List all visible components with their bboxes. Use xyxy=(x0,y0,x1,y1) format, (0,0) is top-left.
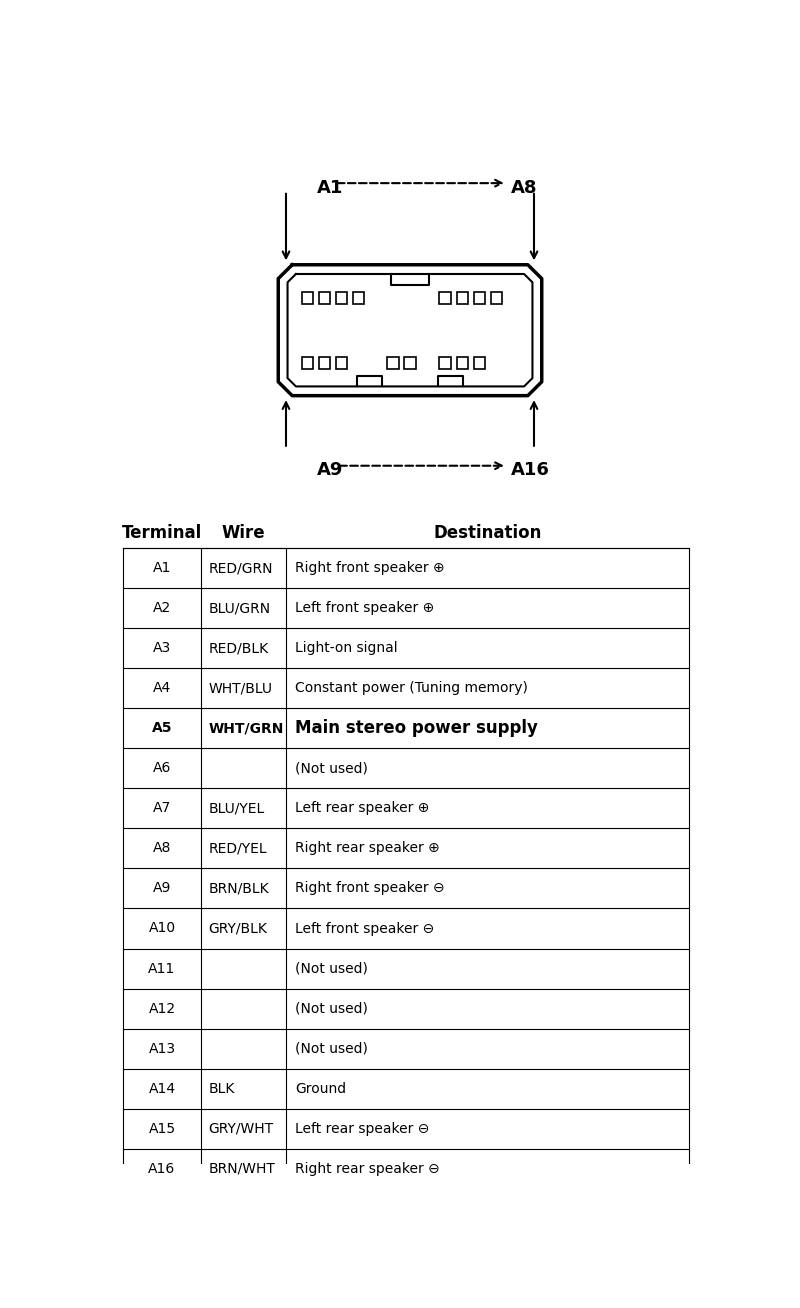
Text: GRY/WHT: GRY/WHT xyxy=(209,1122,274,1135)
Text: Light-on signal: Light-on signal xyxy=(295,641,398,655)
Text: WHT/BLU: WHT/BLU xyxy=(209,681,273,696)
Text: A12: A12 xyxy=(149,1002,175,1015)
Text: Left front speaker ⊕: Left front speaker ⊕ xyxy=(295,602,434,615)
Text: A10: A10 xyxy=(149,922,175,935)
Text: A9: A9 xyxy=(153,882,171,896)
Bar xyxy=(474,293,485,303)
Text: A9: A9 xyxy=(317,462,343,479)
Text: A8: A8 xyxy=(153,841,171,855)
Text: BRN/WHT: BRN/WHT xyxy=(209,1162,275,1176)
Text: Ground: Ground xyxy=(295,1082,346,1096)
Text: A6: A6 xyxy=(153,761,171,776)
Text: RED/YEL: RED/YEL xyxy=(209,841,267,855)
Bar xyxy=(457,357,468,369)
Text: GRY/BLK: GRY/BLK xyxy=(209,922,267,935)
Bar xyxy=(457,293,468,303)
Text: A13: A13 xyxy=(149,1041,175,1056)
Text: Terminal: Terminal xyxy=(122,525,202,543)
Bar xyxy=(439,293,451,303)
Text: Right front speaker ⊕: Right front speaker ⊕ xyxy=(295,561,445,576)
Bar xyxy=(336,293,347,303)
Text: (Not used): (Not used) xyxy=(295,761,368,776)
Text: A14: A14 xyxy=(149,1082,175,1096)
Text: (Not used): (Not used) xyxy=(295,1002,368,1015)
Text: A3: A3 xyxy=(153,641,171,655)
Text: A5: A5 xyxy=(152,721,172,735)
Text: RED/GRN: RED/GRN xyxy=(209,561,273,576)
Text: A11: A11 xyxy=(148,961,176,976)
Bar xyxy=(474,357,485,369)
Bar xyxy=(353,293,364,303)
Bar xyxy=(387,357,398,369)
Bar xyxy=(404,357,416,369)
Text: WHT/GRN: WHT/GRN xyxy=(209,721,284,735)
Text: Left front speaker ⊖: Left front speaker ⊖ xyxy=(295,922,434,935)
Text: BRN/BLK: BRN/BLK xyxy=(209,882,269,896)
Text: BLU/GRN: BLU/GRN xyxy=(209,602,270,615)
Text: A16: A16 xyxy=(148,1162,176,1176)
Bar xyxy=(318,293,330,303)
Text: A4: A4 xyxy=(153,681,171,696)
Bar xyxy=(439,357,451,369)
Text: Left rear speaker ⊖: Left rear speaker ⊖ xyxy=(295,1122,430,1135)
Text: A16: A16 xyxy=(510,462,550,479)
Text: (Not used): (Not used) xyxy=(295,961,368,976)
Text: Left rear speaker ⊕: Left rear speaker ⊕ xyxy=(295,802,430,815)
Text: (Not used): (Not used) xyxy=(295,1041,368,1056)
Text: BLK: BLK xyxy=(209,1082,235,1096)
Text: Destination: Destination xyxy=(434,525,542,543)
Text: Main stereo power supply: Main stereo power supply xyxy=(295,719,538,738)
Text: RED/BLK: RED/BLK xyxy=(209,641,269,655)
Text: Constant power (Tuning memory): Constant power (Tuning memory) xyxy=(295,681,528,696)
Text: A2: A2 xyxy=(153,602,171,615)
Bar xyxy=(318,357,330,369)
Text: A1: A1 xyxy=(317,178,343,196)
Text: Right front speaker ⊖: Right front speaker ⊖ xyxy=(295,882,445,896)
Bar xyxy=(336,357,347,369)
Text: A1: A1 xyxy=(153,561,171,576)
Text: BLU/YEL: BLU/YEL xyxy=(209,802,265,815)
Text: Right rear speaker ⊕: Right rear speaker ⊕ xyxy=(295,841,440,855)
Bar xyxy=(302,357,313,369)
Bar xyxy=(490,293,502,303)
Text: A8: A8 xyxy=(510,178,538,196)
Text: A7: A7 xyxy=(153,802,171,815)
Bar xyxy=(302,293,313,303)
Text: A15: A15 xyxy=(149,1122,175,1135)
Text: Wire: Wire xyxy=(222,525,265,543)
Text: Right rear speaker ⊖: Right rear speaker ⊖ xyxy=(295,1162,440,1176)
